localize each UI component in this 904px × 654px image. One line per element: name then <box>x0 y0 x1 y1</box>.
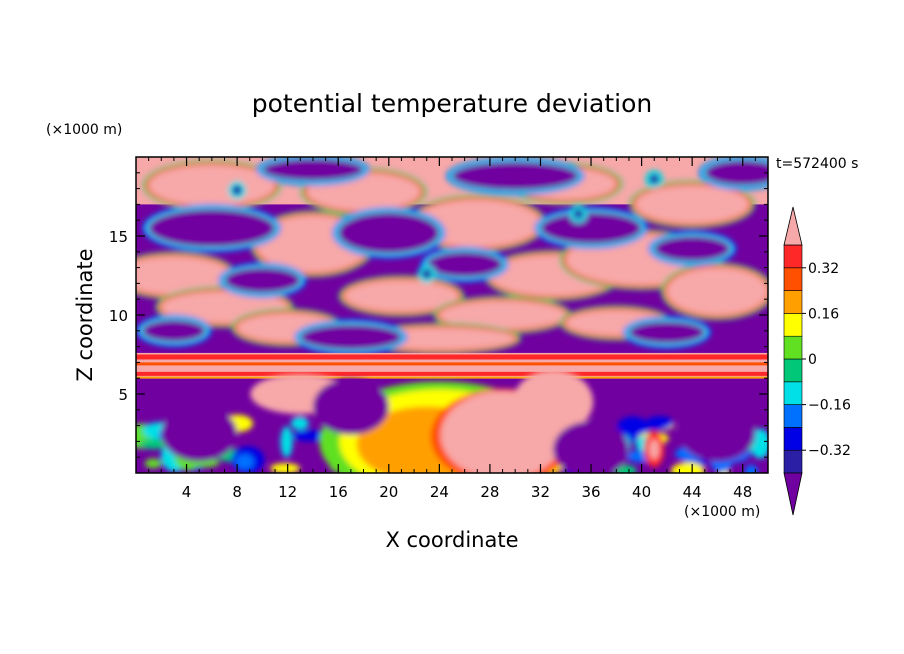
field-cell <box>414 199 541 248</box>
x-tick-label: 48 <box>733 483 752 501</box>
field-layer <box>136 157 768 355</box>
field-plume <box>280 426 293 458</box>
field-stripe <box>136 362 768 366</box>
field-stripe <box>136 376 768 379</box>
colorbar-segment <box>783 381 803 405</box>
field-cell <box>312 378 389 435</box>
colorbar-tick-label: −0.32 <box>808 443 851 459</box>
x-tick-label: 36 <box>581 483 600 501</box>
colorbar: −0.32 −0.16 0 0.16 0.32 <box>783 206 851 516</box>
x-tick-label: 16 <box>329 483 348 501</box>
y-tick-label: 5 <box>118 386 128 404</box>
x-tick-label: 12 <box>278 483 297 501</box>
field-plume <box>290 416 309 430</box>
field-cell <box>148 209 276 248</box>
field-plume <box>292 430 326 442</box>
field-cell <box>649 439 660 460</box>
field-cell <box>628 321 705 344</box>
field-cell <box>666 267 768 315</box>
field-lower <box>136 369 768 473</box>
field-plume <box>144 458 162 469</box>
field-stripes <box>136 352 768 379</box>
field-cell <box>654 236 731 262</box>
y-axis-title: Z coordinate <box>73 248 97 381</box>
y-tick-label: 15 <box>109 228 128 246</box>
field-cell <box>224 267 301 293</box>
colorbar-tick-label: 0 <box>808 352 817 368</box>
colorbar-tick-label: 0.16 <box>808 306 839 322</box>
field-plume <box>670 462 705 473</box>
field-plume <box>645 416 674 430</box>
time-label: t=572400 s <box>776 156 858 172</box>
field-cell <box>635 185 750 224</box>
colorbar-segment <box>783 267 803 291</box>
field-spot <box>649 174 660 185</box>
colorbar-segment <box>783 427 803 451</box>
x-tick-label: 32 <box>531 483 550 501</box>
y-unit-label: (×1000 m) <box>46 122 122 138</box>
x-unit-label: (×1000 m) <box>684 504 760 520</box>
colorbar-segment <box>783 404 803 428</box>
plot-area <box>136 157 768 473</box>
field-cell <box>452 161 579 191</box>
field-cell <box>161 405 238 462</box>
field-plume <box>235 454 254 470</box>
field-plume <box>270 463 300 473</box>
field-cell <box>136 256 231 295</box>
field-plume <box>744 464 758 473</box>
field-spot <box>232 185 243 196</box>
field-cell <box>513 369 594 434</box>
field-cell <box>344 280 459 312</box>
field-stripe <box>136 371 768 376</box>
field-cell <box>679 405 756 462</box>
colorbar-segment <box>783 449 803 474</box>
x-tick-label: 24 <box>430 483 449 501</box>
colorbar-tick-label: −0.16 <box>808 398 851 414</box>
x-tick-label: 4 <box>182 483 192 501</box>
field-cell <box>262 158 364 181</box>
x-axis-title: X coordinate <box>385 528 518 552</box>
colorbar-tick-label: 0.32 <box>808 261 839 277</box>
colorbar-segment <box>783 244 803 269</box>
x-tick-label: 8 <box>232 483 242 501</box>
chart-title: potential temperature deviation <box>252 89 652 118</box>
field-cell <box>439 300 566 330</box>
x-tick-label: 44 <box>683 483 702 501</box>
field-cell <box>540 212 642 244</box>
x-tick-label: 28 <box>480 483 499 501</box>
colorbar-segment <box>783 335 803 360</box>
y-tick-label: 10 <box>109 307 128 325</box>
heatmap-field <box>136 157 768 473</box>
x-tick-label: 20 <box>379 483 398 501</box>
x-tick-label: 40 <box>632 483 651 501</box>
field-stripe <box>136 354 768 360</box>
field-cell <box>426 251 503 278</box>
colorbar-segment <box>783 290 803 314</box>
field-cell <box>148 164 276 206</box>
field-plume <box>139 438 168 450</box>
colorbar-segment <box>783 313 803 337</box>
field-cell <box>338 212 440 254</box>
colorbar-segment <box>783 358 803 383</box>
field-cell <box>300 324 402 350</box>
field-cell <box>704 160 768 186</box>
colorbar-extend-max <box>783 206 803 246</box>
field-cell <box>142 319 206 342</box>
colorbar-extend-min <box>783 472 803 516</box>
field-spot <box>573 208 584 219</box>
field-cell <box>553 421 630 473</box>
field-spot <box>421 268 432 279</box>
